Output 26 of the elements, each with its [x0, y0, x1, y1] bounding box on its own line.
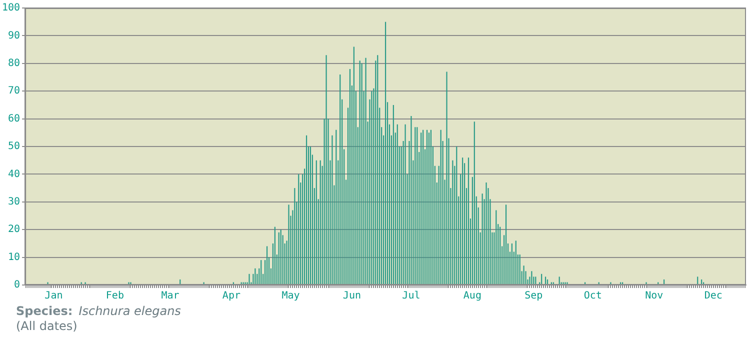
x-tick-label: Jan: [44, 290, 63, 302]
x-tick-label: Mar: [161, 290, 180, 302]
y-tick-label: 70: [8, 86, 20, 97]
y-tick-label: 30: [8, 196, 20, 208]
x-tick-label: Sep: [524, 290, 543, 302]
x-tick-label: Dec: [704, 290, 722, 302]
text: Species:: [16, 304, 73, 318]
text: (All dates): [16, 319, 78, 333]
x-tick-label: May: [282, 290, 300, 302]
x-tick-label: Jul: [402, 290, 420, 302]
x-tick-label: Nov: [645, 290, 664, 302]
y-tick-label: 0: [14, 280, 20, 291]
x-tick-label: Apr: [222, 290, 240, 302]
y-tick-label: 50: [8, 141, 20, 152]
y-tick-label: 80: [8, 58, 20, 69]
x-tick-label: Feb: [106, 290, 124, 302]
y-tick-label: 90: [8, 30, 20, 42]
y-tick-label: 100: [2, 2, 20, 14]
y-tick-label: 60: [8, 113, 20, 124]
text: Ischnura elegans: [78, 304, 181, 318]
x-tick-label: Oct: [584, 290, 602, 302]
x-tick-label: Aug: [463, 290, 482, 302]
x-tick-label: Jun: [342, 290, 361, 302]
y-tick-label: 40: [8, 168, 20, 180]
y-tick-label: 10: [8, 252, 20, 263]
y-tick-label: 20: [8, 224, 20, 236]
